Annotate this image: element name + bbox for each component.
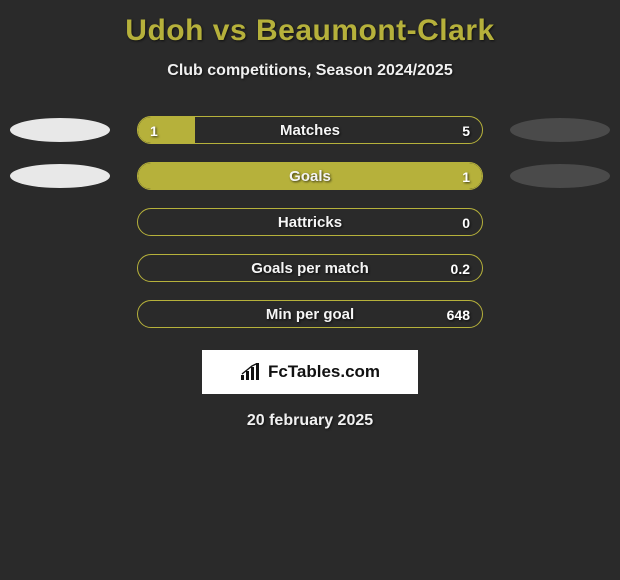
stat-row: Goals per match0.2 (0, 254, 620, 282)
stat-row: 1Matches5 (0, 116, 620, 144)
team-badge-right (510, 118, 610, 142)
stat-bar: 1Matches5 (137, 116, 483, 144)
value-right: 5 (462, 117, 470, 144)
stat-label: Matches (138, 117, 482, 144)
stat-bar: Min per goal648 (137, 300, 483, 328)
stat-row: Hattricks0 (0, 208, 620, 236)
stat-bar: Hattricks0 (137, 208, 483, 236)
value-right: 0 (462, 209, 470, 236)
value-right: 1 (462, 163, 470, 190)
comparison-infographic: Udoh vs Beaumont-Clark Club competitions… (0, 0, 620, 440)
page-subtitle: Club competitions, Season 2024/2025 (167, 62, 452, 80)
stat-label: Min per goal (138, 301, 482, 328)
value-right: 648 (447, 301, 470, 328)
stat-rows: 1Matches5Goals1Hattricks0Goals per match… (0, 116, 620, 328)
stat-label: Goals (138, 163, 482, 190)
stat-row: Min per goal648 (0, 300, 620, 328)
stat-row: Goals1 (0, 162, 620, 190)
stat-label: Goals per match (138, 255, 482, 282)
stat-bar: Goals per match0.2 (137, 254, 483, 282)
team-badge-right (510, 164, 610, 188)
team-badge-left (10, 118, 110, 142)
stat-label: Hattricks (138, 209, 482, 236)
date-text: 20 february 2025 (247, 412, 373, 430)
source-logo: FcTables.com (202, 350, 418, 394)
stat-bar: Goals1 (137, 162, 483, 190)
value-right: 0.2 (451, 255, 470, 282)
page-title: Udoh vs Beaumont-Clark (125, 14, 494, 48)
logo-text: FcTables.com (268, 362, 380, 382)
team-badge-left (10, 164, 110, 188)
chart-icon (240, 363, 262, 381)
